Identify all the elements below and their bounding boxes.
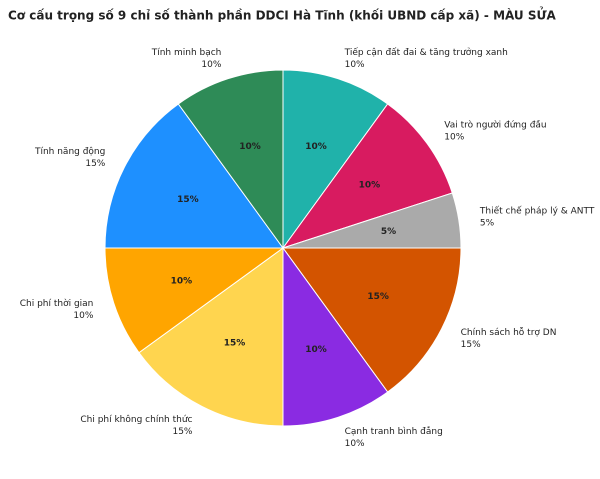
slice-label: Chính sách hỗ trợ DN [461,327,557,338]
slice-percent: 10% [359,181,381,191]
chart-title: Cơ cấu trọng số 9 chỉ số thành phần DDCI… [8,7,557,23]
slice-percent: 15% [367,292,389,302]
pie-slice [104,103,284,249]
slice-percent: 5% [381,227,396,237]
slice-label: Tiếp cận đất đai & tăng trưởng xanh [344,47,508,58]
pie-slice [177,69,284,250]
slice-label-percent: 5% [480,218,495,228]
slice-label: Chi phí không chính thức [80,414,192,425]
slice-label-percent: 15% [461,340,481,350]
slice-label-percent: 10% [345,439,365,449]
slice-label: Thiết chế pháp lý & ANTT [479,205,595,216]
pie-slice [282,69,389,250]
pie-slice [282,247,462,393]
slice-percent: 15% [177,195,199,205]
slice-percent: 10% [171,277,193,287]
pie-slice [104,247,285,354]
slice-label: Cạnh tranh bình đẳng [345,426,443,437]
slice-percent: 10% [305,142,327,152]
pie-slice [282,246,389,427]
slice-label: Tính năng động [34,146,105,157]
slice-label-percent: 10% [201,60,221,70]
slice-label-percent: 10% [444,132,464,142]
slice-percent: 15% [224,339,246,349]
slice-label: Chi phí thời gian [20,298,94,309]
pie-slice [138,247,284,427]
slice-label-percent: 10% [345,60,365,70]
pie-slice [281,103,453,249]
slice-label-percent: 15% [172,427,192,437]
slice-label: Tính minh bạch [151,48,222,58]
slice-label-percent: 15% [85,159,105,169]
slice-percent: 10% [239,142,261,152]
slice-percent: 10% [305,345,327,355]
slice-label-percent: 10% [73,311,93,321]
slice-label: Vai trò người đứng đầu [444,119,546,130]
